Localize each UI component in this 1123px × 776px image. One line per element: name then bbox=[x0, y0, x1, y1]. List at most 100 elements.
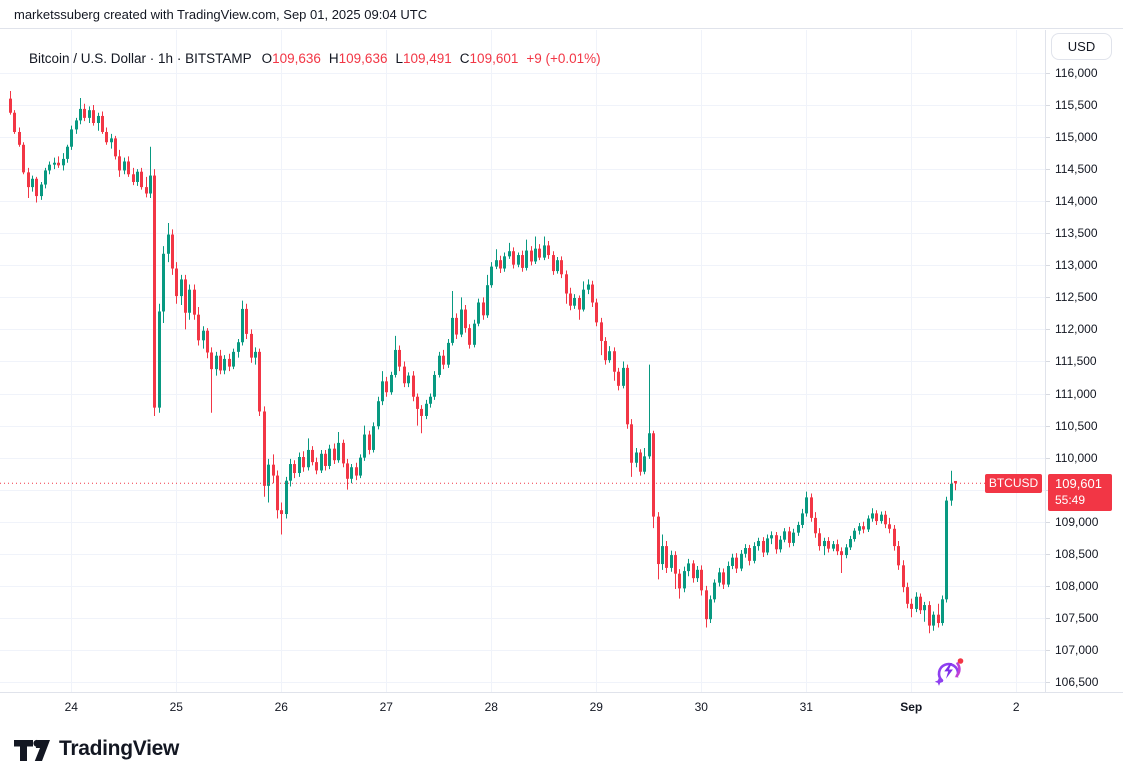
candle-body bbox=[276, 475, 279, 511]
candle-body bbox=[105, 131, 108, 143]
candlestick-chart[interactable] bbox=[0, 30, 1045, 692]
candle-body bbox=[853, 530, 856, 540]
candle-body bbox=[101, 115, 104, 132]
candle-body bbox=[79, 108, 82, 121]
price-axis[interactable]: USD 109,601 55:49 116,000 115,500 115,000 1… bbox=[1045, 30, 1123, 692]
candle-body bbox=[748, 548, 751, 561]
candle-body bbox=[928, 605, 931, 626]
candle-body bbox=[836, 544, 839, 552]
candle-body bbox=[692, 563, 695, 579]
candle-body bbox=[867, 518, 870, 530]
currency-toggle-button[interactable]: USD bbox=[1051, 33, 1112, 60]
candle-body bbox=[661, 546, 664, 565]
price-tick-mark bbox=[1046, 233, 1050, 234]
candle-body bbox=[674, 555, 677, 574]
tradingview-brand-text[interactable]: TradingView bbox=[59, 736, 180, 760]
candle-body bbox=[762, 540, 765, 553]
change-value: +9 (+0.01%) bbox=[526, 51, 601, 66]
candle-body bbox=[508, 251, 511, 257]
candle-body bbox=[223, 358, 226, 371]
tradingview-logo-mark[interactable] bbox=[13, 736, 51, 762]
candle-body bbox=[608, 351, 611, 361]
candle-body bbox=[862, 526, 865, 530]
price-tick-mark bbox=[1046, 618, 1050, 619]
candle-body bbox=[858, 526, 861, 531]
candle-body bbox=[377, 401, 380, 427]
time-axis[interactable]: 24 25 26 27 28 29 30 31 Sep 2 bbox=[0, 692, 1123, 722]
candle-body bbox=[530, 250, 533, 262]
candle-body bbox=[315, 462, 318, 471]
candle-body bbox=[118, 156, 121, 171]
candle-body bbox=[202, 330, 205, 341]
candle-body bbox=[923, 605, 926, 611]
candle-body bbox=[416, 396, 419, 409]
attribution-text: marketssuberg created with TradingView.c… bbox=[14, 6, 428, 22]
price-tick-mark bbox=[1046, 361, 1050, 362]
candle-body bbox=[639, 452, 642, 472]
candle-body bbox=[394, 349, 397, 375]
candle-body bbox=[184, 279, 187, 313]
time-tick-label-24: 24 bbox=[64, 700, 78, 714]
candle-body bbox=[254, 351, 257, 358]
candle-body bbox=[587, 284, 590, 290]
candle-body bbox=[652, 433, 655, 517]
candle-body bbox=[158, 311, 161, 408]
price-tick-mark bbox=[1046, 426, 1050, 427]
candle-body bbox=[740, 553, 743, 569]
candle-body bbox=[368, 434, 371, 450]
candle-body bbox=[932, 614, 935, 626]
candle-body bbox=[390, 374, 393, 393]
candle-body bbox=[718, 572, 721, 583]
candle-body bbox=[954, 480, 957, 484]
candle-body bbox=[232, 351, 235, 367]
candle-body bbox=[753, 546, 756, 561]
candle-body bbox=[263, 411, 266, 486]
low-value: 109,491 bbox=[402, 51, 452, 66]
candle-body bbox=[22, 144, 25, 173]
candle-body bbox=[495, 260, 498, 267]
candle-body bbox=[910, 603, 913, 609]
time-tick-label-27: 27 bbox=[379, 700, 393, 714]
price-tick-label: 112,000 bbox=[1055, 322, 1098, 337]
candle-body bbox=[626, 367, 629, 425]
candle-body bbox=[429, 396, 432, 404]
candle-body bbox=[591, 284, 594, 303]
candle-body bbox=[324, 453, 327, 466]
candle-body bbox=[88, 110, 91, 118]
candle-body bbox=[307, 449, 310, 468]
candle-body bbox=[258, 351, 261, 412]
candle-body bbox=[250, 333, 253, 358]
price-line-symbol-badge: BTCUSD bbox=[985, 473, 1042, 493]
candle-body bbox=[337, 442, 340, 461]
chart-plot-area[interactable]: Bitcoin / U.S. Dollar · 1h · BITSTAMP O10… bbox=[0, 30, 1045, 692]
candle-body bbox=[18, 131, 21, 145]
candle-body bbox=[678, 573, 681, 589]
candle-body bbox=[565, 274, 568, 294]
candle-body bbox=[302, 456, 305, 468]
candle-body bbox=[832, 544, 835, 549]
candle-body bbox=[893, 528, 896, 547]
candle-body bbox=[937, 614, 940, 624]
candle-body bbox=[849, 539, 852, 548]
price-tick-label: 111,500 bbox=[1055, 354, 1097, 369]
price-tick-label: 112,500 bbox=[1055, 290, 1098, 305]
candle-body bbox=[110, 138, 113, 143]
candle-body bbox=[398, 349, 401, 367]
candle-body bbox=[827, 540, 830, 549]
candle-body bbox=[897, 546, 900, 566]
candle-body bbox=[355, 467, 358, 476]
candle-body bbox=[219, 355, 222, 371]
candle-body bbox=[442, 355, 445, 365]
candle-body bbox=[818, 533, 821, 547]
candle-body bbox=[696, 569, 699, 579]
candle-body bbox=[687, 563, 690, 572]
candle-body bbox=[40, 184, 43, 197]
price-tick-label: 111,000 bbox=[1055, 386, 1097, 401]
lightning-circular-arrows-icon[interactable] bbox=[933, 653, 967, 689]
candle-body bbox=[578, 298, 581, 310]
candle-body bbox=[385, 381, 388, 393]
price-tick-mark bbox=[1046, 201, 1050, 202]
candle-body bbox=[53, 162, 56, 165]
candle-body bbox=[604, 340, 607, 361]
candle-body bbox=[162, 253, 165, 312]
